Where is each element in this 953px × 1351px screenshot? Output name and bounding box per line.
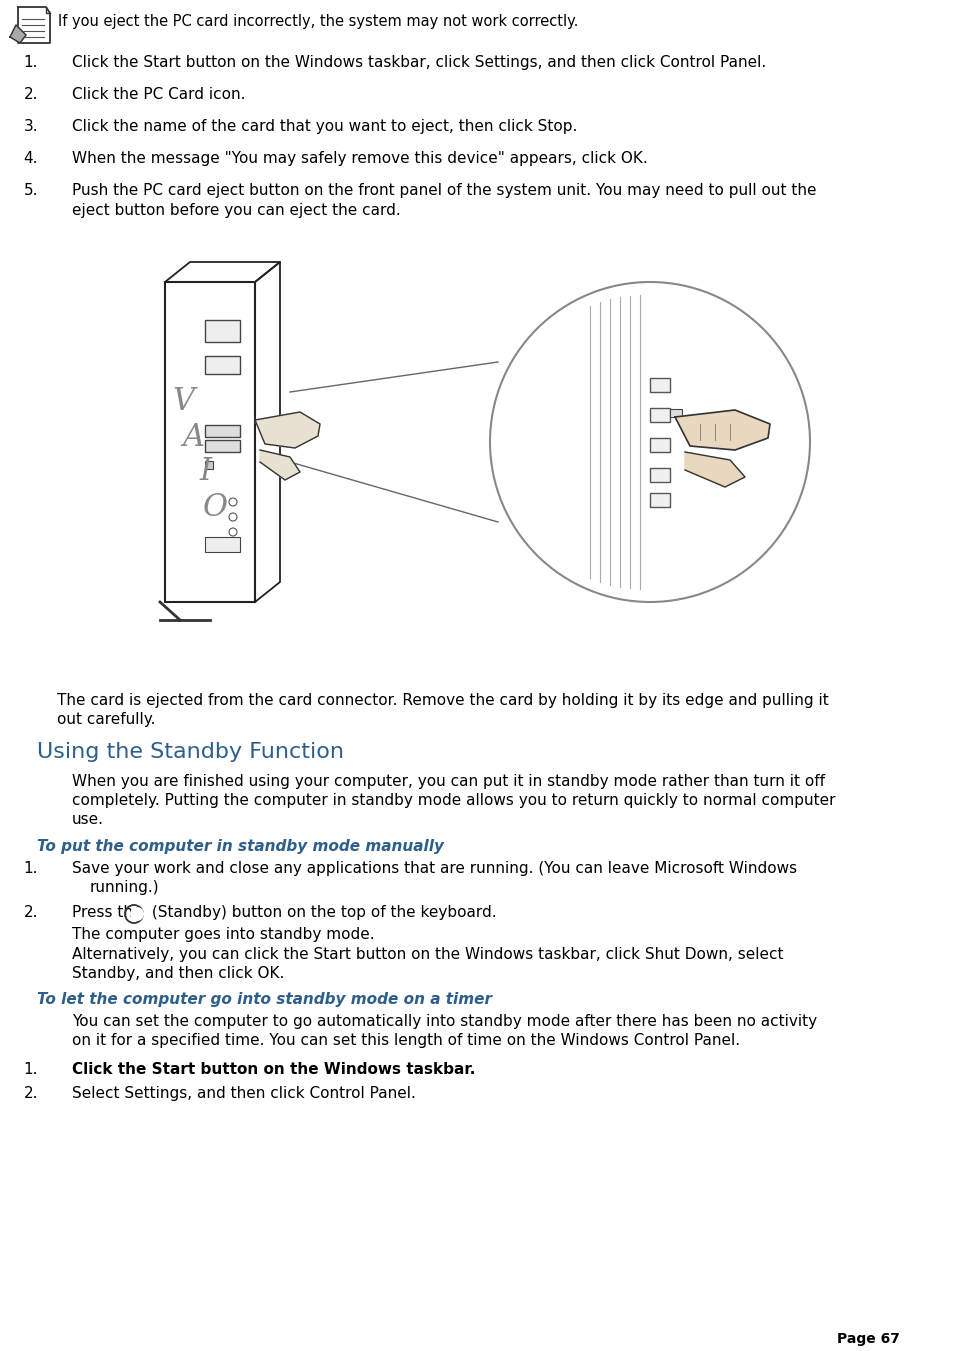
Text: 1.: 1. (24, 55, 38, 70)
Text: Click the Start button on the Windows taskbar, click Settings, and then click Co: Click the Start button on the Windows ta… (71, 55, 765, 70)
Text: To let the computer go into standby mode on a timer: To let the computer go into standby mode… (37, 992, 492, 1006)
Text: use.: use. (71, 812, 104, 827)
Text: 2.: 2. (24, 86, 38, 101)
Text: eject button before you can eject the card.: eject button before you can eject the ca… (71, 203, 400, 218)
Text: O: O (202, 492, 227, 523)
Bar (649, 467, 669, 482)
Text: Page 67: Page 67 (836, 1332, 899, 1346)
Bar (205, 536, 240, 553)
Text: (Standby) button on the top of the keyboard.: (Standby) button on the top of the keybo… (147, 905, 497, 920)
Text: When the message "You may safely remove this device" appears, click OK.: When the message "You may safely remove … (71, 151, 647, 166)
Text: To put the computer in standby mode manually: To put the computer in standby mode manu… (37, 839, 443, 854)
Text: When you are finished using your computer, you can put it in standby mode rather: When you are finished using your compute… (71, 774, 824, 789)
Text: on it for a specified time. You can set this length of time on the Windows Contr: on it for a specified time. You can set … (71, 1034, 740, 1048)
Text: 1.: 1. (24, 861, 38, 875)
Text: 2.: 2. (24, 905, 38, 920)
Text: 1.: 1. (24, 1062, 38, 1077)
Text: Click the PC Card icon.: Click the PC Card icon. (71, 86, 245, 101)
Text: out carefully.: out carefully. (57, 712, 155, 727)
Text: running.): running.) (90, 880, 159, 894)
Polygon shape (684, 453, 744, 486)
Text: Press the: Press the (71, 905, 147, 920)
Text: A: A (182, 422, 204, 453)
Text: You can set the computer to go automatically into standby mode after there has b: You can set the computer to go automatic… (71, 1015, 817, 1029)
Text: 2.: 2. (24, 1086, 38, 1101)
Polygon shape (260, 450, 299, 480)
Bar (205, 320, 240, 342)
Polygon shape (675, 409, 769, 450)
Polygon shape (18, 7, 50, 43)
Text: Click the name of the card that you want to eject, then click Stop.: Click the name of the card that you want… (71, 119, 577, 134)
Circle shape (490, 282, 809, 603)
Text: Using the Standby Function: Using the Standby Function (37, 742, 344, 762)
Text: I: I (199, 457, 211, 488)
Polygon shape (254, 412, 319, 449)
Polygon shape (10, 26, 26, 43)
Text: Standby, and then click OK.: Standby, and then click OK. (71, 966, 284, 981)
Text: V: V (172, 386, 193, 417)
Bar (649, 408, 669, 422)
Text: Save your work and close any applications that are running. (You can leave Micro: Save your work and close any application… (71, 861, 797, 875)
Text: Push the PC card eject button on the front panel of the system unit. You may nee: Push the PC card eject button on the fro… (71, 182, 816, 199)
Circle shape (130, 907, 144, 921)
Bar (669, 409, 681, 417)
Text: The computer goes into standby mode.: The computer goes into standby mode. (71, 927, 375, 942)
Text: 5.: 5. (24, 182, 38, 199)
Text: Select Settings, and then click Control Panel.: Select Settings, and then click Control … (71, 1086, 416, 1101)
Bar (649, 493, 669, 507)
Bar (205, 426, 240, 436)
Text: Click the Start button on the Windows taskbar.: Click the Start button on the Windows ta… (71, 1062, 475, 1077)
Bar (205, 357, 240, 374)
Text: 4.: 4. (24, 151, 38, 166)
Text: completely. Putting the computer in standby mode allows you to return quickly to: completely. Putting the computer in stan… (71, 793, 835, 808)
Bar (205, 440, 240, 453)
Bar (205, 461, 213, 469)
Text: 3.: 3. (24, 119, 38, 134)
Text: Alternatively, you can click the Start button on the Windows taskbar, click Shut: Alternatively, you can click the Start b… (71, 947, 782, 962)
Bar (649, 378, 669, 392)
Text: If you eject the PC card incorrectly, the system may not work correctly.: If you eject the PC card incorrectly, th… (58, 14, 578, 28)
Text: The card is ejected from the card connector. Remove the card by holding it by it: The card is ejected from the card connec… (57, 693, 828, 708)
Bar (649, 438, 669, 453)
